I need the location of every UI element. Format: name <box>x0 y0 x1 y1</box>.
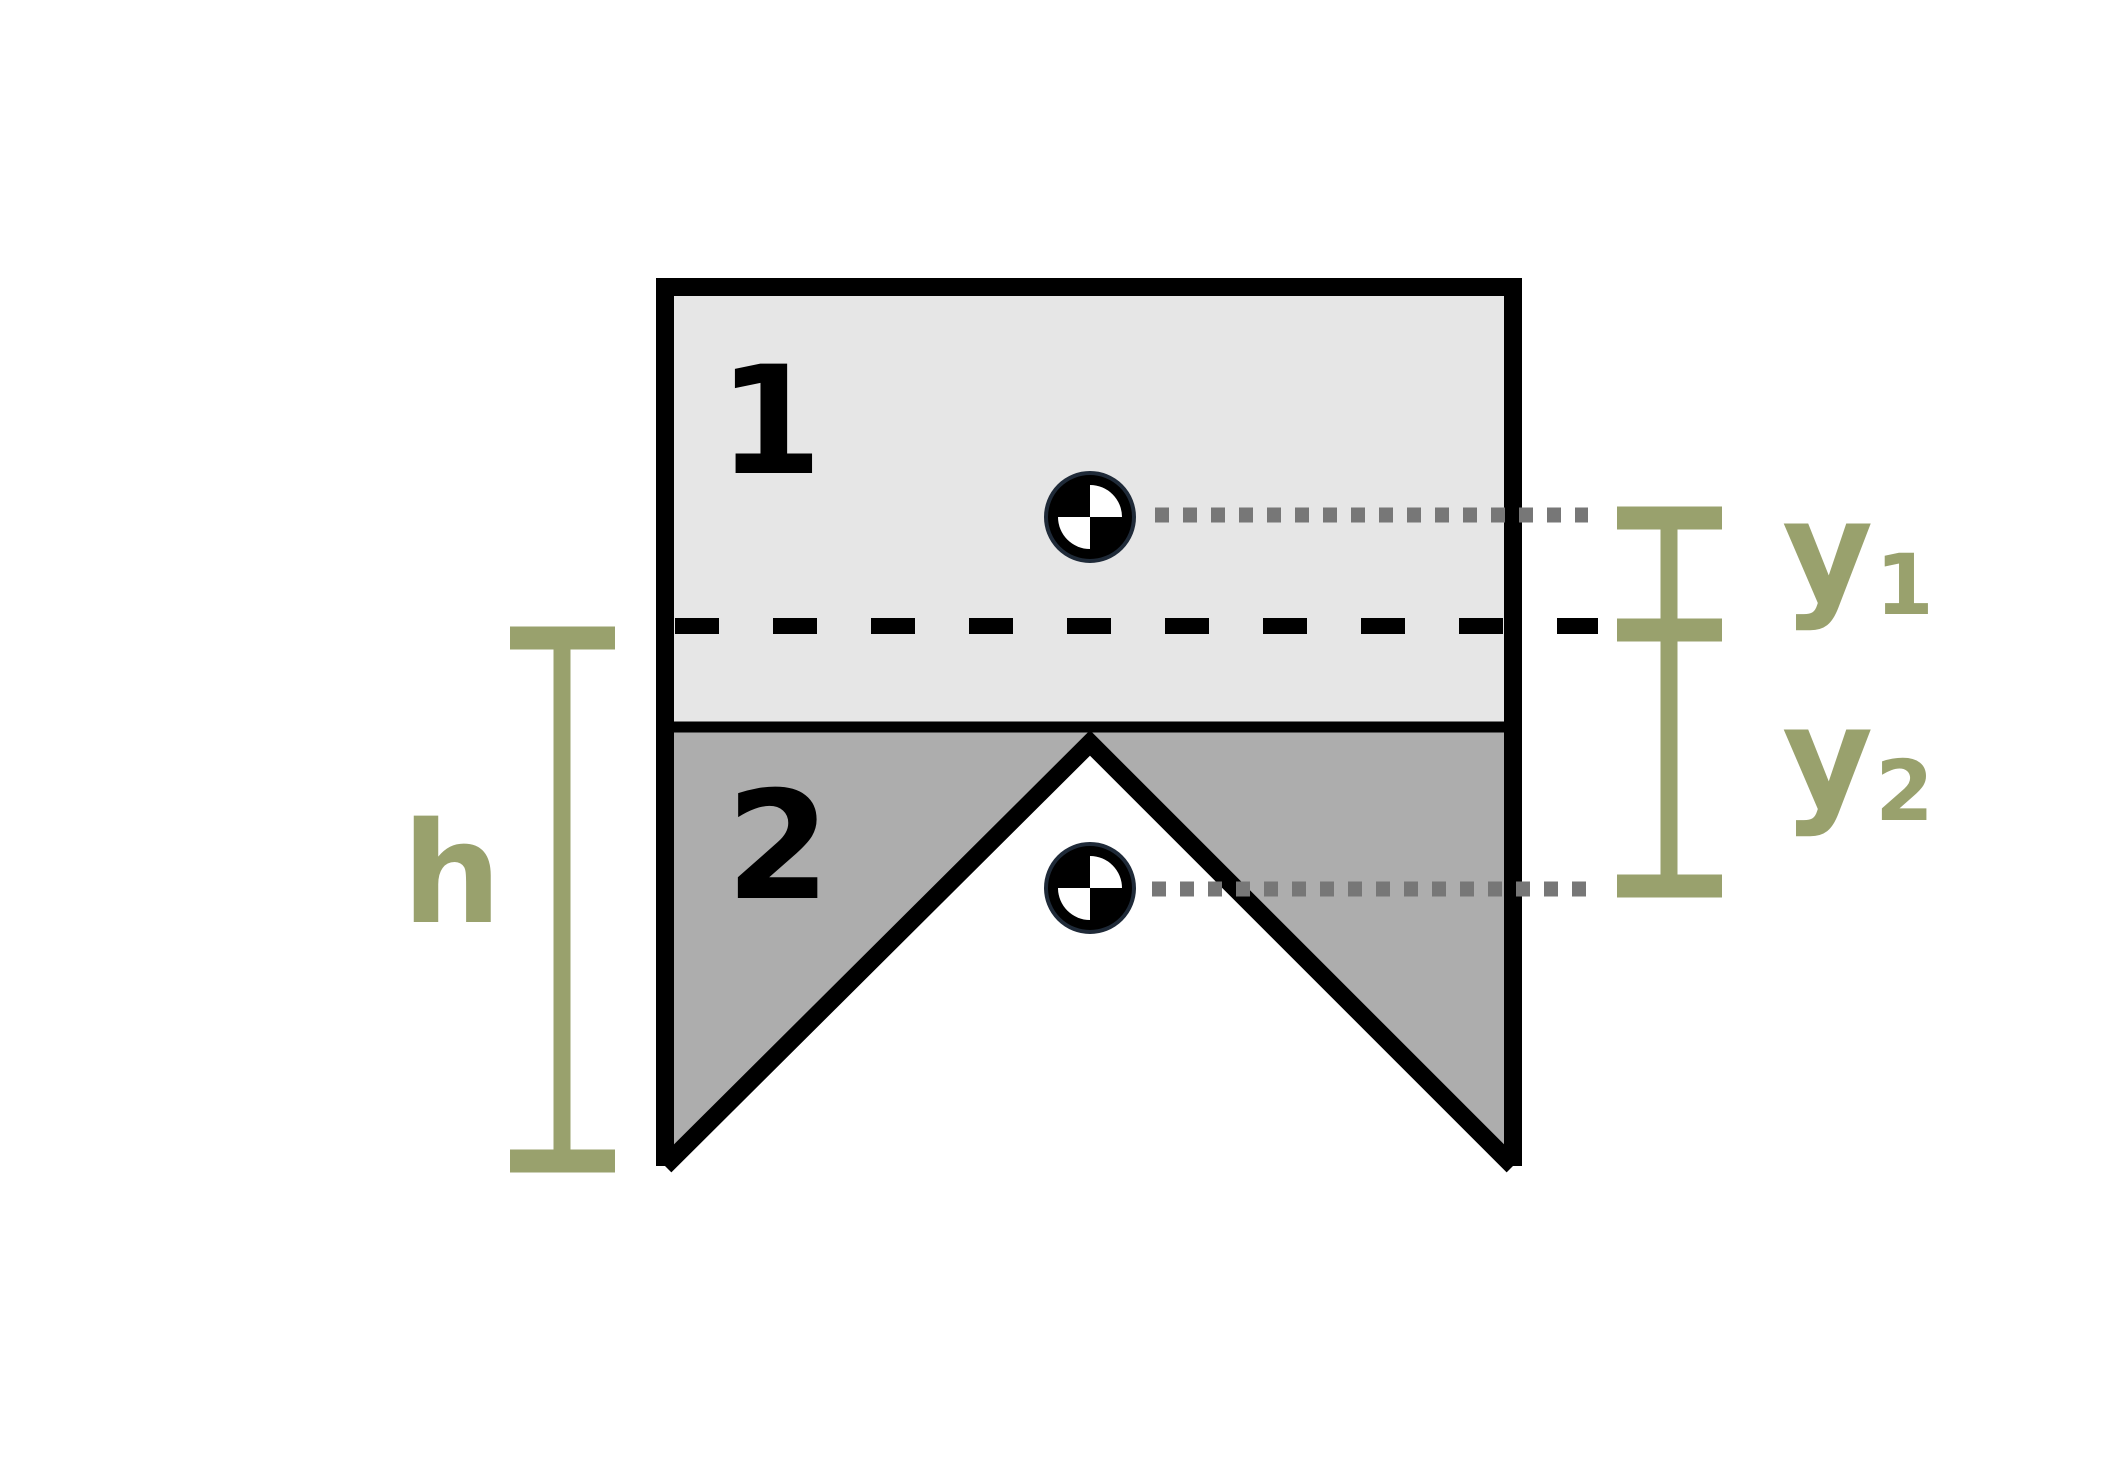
dimension-h-label: h <box>402 793 502 956</box>
dimension-h <box>510 626 615 1173</box>
dimension-y2-label: y2 <box>1782 677 1934 840</box>
section-outline <box>656 278 1522 1173</box>
centroid-icon <box>1044 842 1136 934</box>
region-1-label: 1 <box>718 335 822 509</box>
region-2-area <box>665 730 1513 1160</box>
region-2-label: 2 <box>726 760 830 934</box>
centroid-icon <box>1044 471 1136 563</box>
dimension-y1-label: y1 <box>1782 471 1934 634</box>
dimension-y <box>1617 506 1722 898</box>
